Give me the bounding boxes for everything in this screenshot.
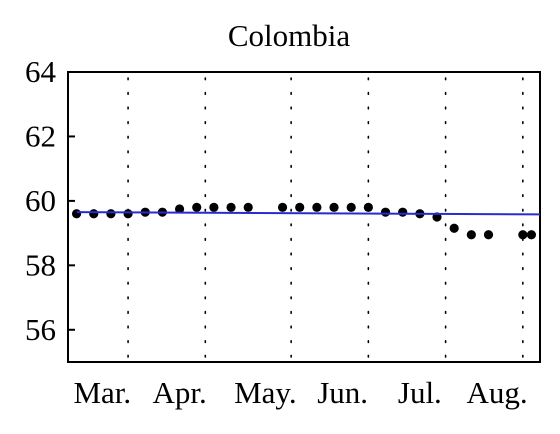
y-tick-label: 56 — [25, 312, 56, 347]
data-point — [71, 209, 82, 219]
data-point — [398, 207, 408, 217]
data-point — [526, 230, 537, 240]
tick-labels: 56 58 60 62 64 Mar. Apr. May. Jun. Jul. Aug. — [25, 54, 528, 410]
data-point — [106, 209, 116, 219]
data-point — [449, 223, 459, 233]
x-tick-label: Jun. — [317, 375, 368, 410]
data-point — [226, 202, 236, 212]
data-point — [518, 230, 528, 240]
data-point — [209, 202, 219, 212]
axes — [67, 71, 541, 363]
y-tick-label: 60 — [25, 183, 56, 218]
data-point — [329, 202, 339, 212]
chart-title: Colombia — [228, 18, 351, 53]
y-tick-label: 62 — [25, 118, 56, 153]
data-point — [380, 207, 391, 217]
x-tick-label: Jul. — [398, 375, 442, 410]
y-tick-label: 58 — [25, 247, 56, 282]
gridlines — [127, 77, 524, 359]
data-point — [483, 230, 494, 240]
data-point — [466, 230, 476, 240]
x-tick-label: Aug. — [467, 375, 528, 410]
data-point — [363, 202, 373, 212]
data-series — [71, 202, 541, 240]
x-tick-label: May. — [234, 375, 297, 410]
data-point — [89, 209, 99, 219]
data-point — [174, 204, 185, 214]
trend-line — [76, 211, 541, 216]
y-tick-label: 64 — [25, 54, 57, 89]
data-point — [192, 202, 202, 212]
data-point — [346, 202, 356, 212]
data-point — [277, 202, 288, 212]
data-point — [295, 202, 305, 212]
plot-frame — [67, 71, 541, 363]
x-tick-label: Apr. — [152, 375, 206, 410]
x-tick-label: Mar. — [73, 375, 131, 410]
data-point — [123, 209, 133, 219]
data-point — [243, 202, 253, 212]
data-point — [312, 202, 322, 212]
